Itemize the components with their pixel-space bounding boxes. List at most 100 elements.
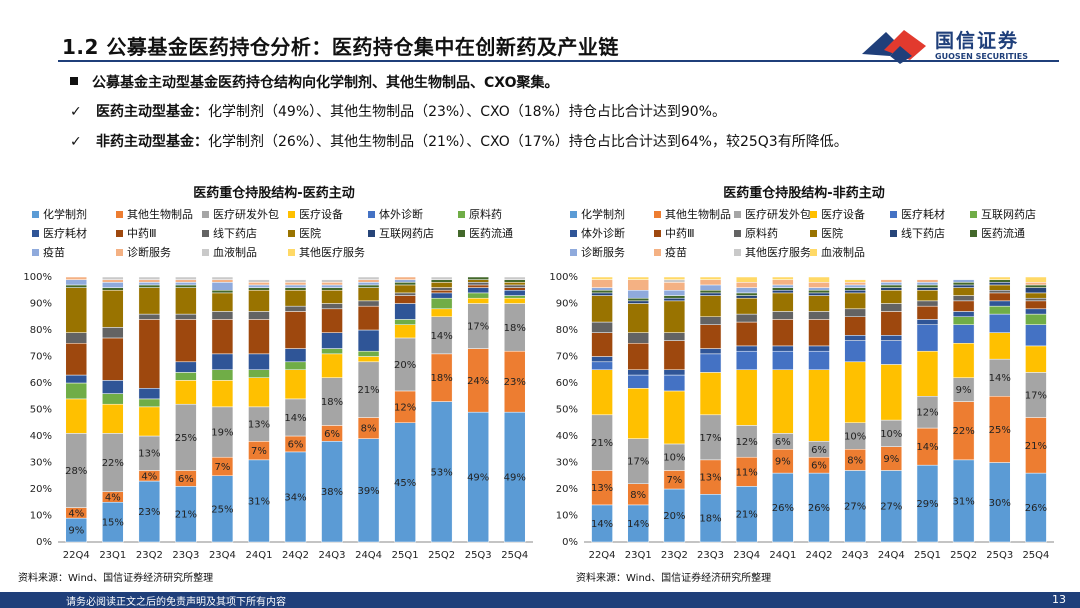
legend-swatch xyxy=(116,249,123,256)
legend-label: 医院 xyxy=(299,227,321,240)
data-label: 38% xyxy=(321,487,343,498)
bar-segment xyxy=(211,369,234,381)
bar-segment xyxy=(772,279,794,286)
legend-item: 线下药店 xyxy=(202,227,257,241)
bar-segment xyxy=(430,276,453,280)
bar-segment xyxy=(211,353,234,371)
bar-segment xyxy=(699,290,722,294)
page-number: 13 xyxy=(1052,593,1066,606)
bar-segment xyxy=(627,303,649,333)
bar-segment xyxy=(735,287,758,294)
bar-segment xyxy=(591,321,613,333)
legend-item: 体外诊断 xyxy=(570,227,625,241)
bar-segment xyxy=(175,319,197,363)
bar-segment xyxy=(952,287,975,296)
y-tick-label: 70% xyxy=(30,352,52,363)
legend-swatch xyxy=(202,230,209,237)
bar-segment xyxy=(430,297,453,310)
x-tick-label: 24Q3 xyxy=(842,550,869,561)
bar-segment xyxy=(211,290,234,294)
legend-item: 化学制剂 xyxy=(32,208,87,222)
bar-segment xyxy=(844,292,866,310)
bar-segment xyxy=(102,276,124,280)
data-label: 21% xyxy=(357,385,379,396)
bullet-nonpharma-label: 非药主动型基金： xyxy=(96,134,208,150)
bar-segment xyxy=(663,340,686,371)
data-label: 25% xyxy=(211,504,233,515)
bar-segment xyxy=(699,372,722,416)
chart-pharma-active: 医药重仓持股结构-医药主动 化学制剂 其他生物制品 医疗研发外包 医疗设备 体外诊断 原料… xyxy=(8,172,540,586)
bar-segment xyxy=(503,276,526,280)
bar-segment xyxy=(844,284,866,288)
data-label: 6% xyxy=(288,439,304,450)
bar-segment xyxy=(467,284,489,288)
bar-segment xyxy=(808,282,830,288)
bar-segment xyxy=(321,279,343,283)
legend-swatch xyxy=(734,230,741,237)
bar-segment xyxy=(916,290,939,302)
legend-swatch xyxy=(368,211,375,218)
legend-swatch xyxy=(890,230,897,237)
bar-segment xyxy=(1025,287,1047,294)
legend-item: 血液制品 xyxy=(202,246,257,260)
x-tick-label: 23Q1 xyxy=(99,550,126,561)
bar-segment xyxy=(735,313,758,323)
legend-label: 血液制品 xyxy=(821,246,865,259)
data-label: 17% xyxy=(699,433,721,444)
bar-segment xyxy=(627,297,649,302)
legend-swatch xyxy=(570,230,577,237)
bar-segment xyxy=(248,377,270,408)
square-bullet-icon xyxy=(70,77,78,85)
legend-item: 医药流通 xyxy=(970,227,1025,241)
footer-bar: 请务必阅读正文之后的免责声明及其项下所有内容 13 xyxy=(0,592,1080,608)
data-label: 31% xyxy=(952,496,974,507)
bar-segment xyxy=(627,332,649,344)
bar-segment xyxy=(627,276,649,280)
bar-segment xyxy=(916,324,939,352)
bar-segment xyxy=(248,279,270,283)
legend-item: 医院 xyxy=(810,227,843,241)
legend-item: 疫苗 xyxy=(32,246,65,260)
data-label: 21% xyxy=(736,510,758,521)
bar-segment xyxy=(699,276,722,280)
bar-segment xyxy=(699,295,722,318)
bar-segment xyxy=(808,290,830,294)
data-label: 11% xyxy=(736,467,758,478)
data-label: 14% xyxy=(591,519,613,530)
bar-segment xyxy=(627,374,649,389)
legend-label: 其他医疗服务 xyxy=(745,246,811,259)
legend-item: 医疗研发外包 xyxy=(202,208,279,222)
bar-segment xyxy=(591,295,613,323)
bar-segment xyxy=(394,292,416,296)
legend-swatch xyxy=(810,249,817,256)
chart-plot: 0% 10% 20% 30% 40% 50% 60% 70% 80% 90% 100% 22Q4 9% 4… xyxy=(23,272,533,561)
bar-segment xyxy=(880,282,903,286)
data-label: 18% xyxy=(431,373,453,384)
bar-segment xyxy=(952,282,975,286)
x-tick-label: 25Q3 xyxy=(465,550,492,561)
bar-segment xyxy=(248,282,270,286)
bar-segment xyxy=(772,369,794,434)
bar-segment xyxy=(248,353,270,371)
bar-segment xyxy=(772,319,794,347)
bar-segment xyxy=(735,297,758,315)
bar-segment xyxy=(248,287,270,291)
data-label: 12% xyxy=(736,437,758,448)
bar-segment xyxy=(735,295,758,299)
bar-segment xyxy=(248,284,270,288)
bullet-summary-text: 公募基金主动型基金医药持仓结构向化学制剂、其他生物制品、CXO聚集。 xyxy=(92,75,559,91)
logo-subtext: GUOSEN SECURITIES xyxy=(935,52,1028,61)
bar-segment xyxy=(467,282,489,286)
bar-segment xyxy=(844,335,866,341)
bar-segment xyxy=(467,287,489,294)
bar-segment xyxy=(102,403,124,434)
legend-label: 疫苗 xyxy=(665,246,687,259)
bar-segment xyxy=(357,305,380,331)
legend-label: 诊断服务 xyxy=(581,246,625,259)
y-tick-label: 30% xyxy=(30,458,52,469)
bar-segment xyxy=(880,303,903,312)
bar-segment xyxy=(211,279,234,283)
bar-segment xyxy=(394,279,416,283)
bar-segment xyxy=(952,295,975,302)
legend-label: 中药Ⅲ xyxy=(665,227,695,240)
